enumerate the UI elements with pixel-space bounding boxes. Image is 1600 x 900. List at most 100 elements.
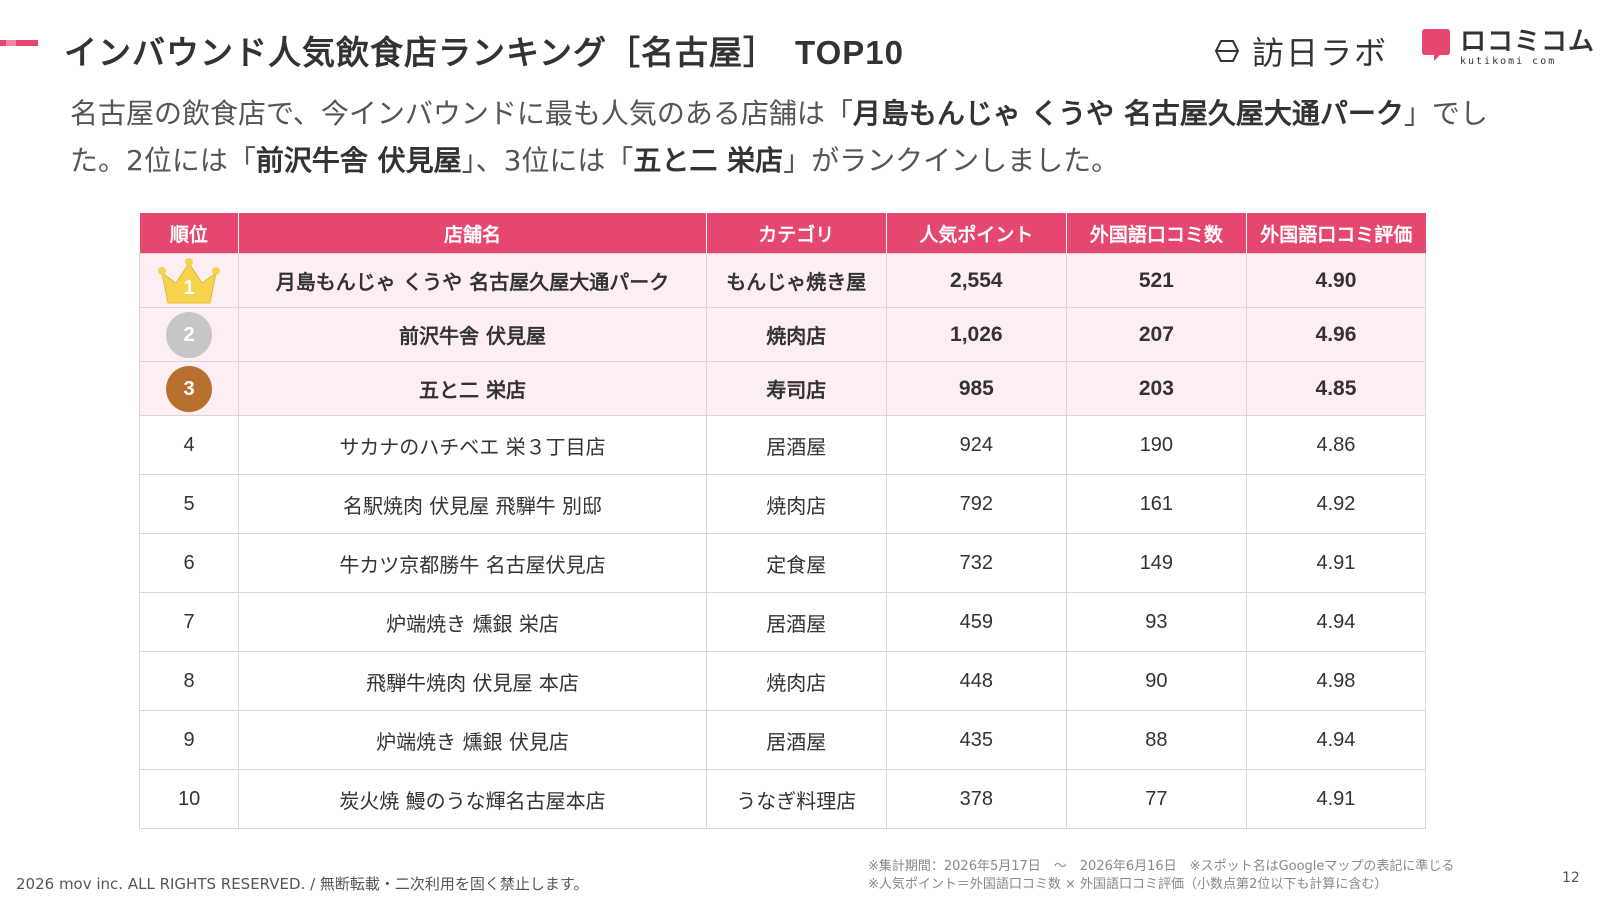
rank-cell: 6 bbox=[138, 533, 240, 593]
rank-cell: 3 bbox=[138, 361, 240, 416]
header-points: 人気ポイント bbox=[886, 213, 1067, 254]
review-rating-cell: 4.96 bbox=[1245, 307, 1427, 362]
points-cell: 924 bbox=[885, 415, 1067, 475]
accent-bar bbox=[0, 40, 38, 46]
summary-highlight: 五と二 栄店 bbox=[633, 144, 784, 177]
points-cell: 378 bbox=[885, 769, 1067, 829]
table-row: 4 サカナのハチベエ 栄３丁目店 居酒屋 924 190 4.86 bbox=[138, 415, 1427, 475]
review-count-cell: 149 bbox=[1065, 533, 1247, 593]
table-row: 3 五と二 栄店 寿司店 985 203 4.85 bbox=[138, 361, 1427, 416]
summary-highlight: 月島もんじゃ くうや 名古屋久屋大通パーク bbox=[852, 97, 1404, 130]
houjin-lab-logo: 訪日ラボ bbox=[1212, 28, 1388, 74]
store-name-cell: 五と二 栄店 bbox=[238, 361, 707, 416]
copyright-text: 2026 mov inc. ALL RIGHTS RESERVED. / 無断転… bbox=[16, 875, 589, 893]
store-name-cell: 名駅焼肉 伏見屋 飛騨牛 別邸 bbox=[238, 474, 707, 534]
silver-medal-icon: 2 bbox=[166, 311, 213, 358]
store-name-cell: 月島もんじゃ くうや 名古屋久屋大通パーク bbox=[238, 253, 707, 308]
summary-part: 名古屋の飲食店で、今インバウンドに最も人気のある店舗は「 bbox=[70, 97, 853, 130]
points-cell: 1,026 bbox=[885, 307, 1067, 362]
category-cell: うなぎ料理店 bbox=[705, 769, 887, 829]
kutikomi-logo-icon bbox=[1422, 29, 1450, 61]
kutikomi-logo: ロコミコム kutikomi com bbox=[1420, 28, 1595, 67]
review-count-cell: 88 bbox=[1065, 710, 1247, 770]
table-row: 7 炉端焼き 燻銀 栄店 居酒屋 459 93 4.94 bbox=[138, 592, 1427, 652]
review-count-cell: 90 bbox=[1065, 651, 1247, 711]
kutikomi-logo-text: ロコミコム bbox=[1460, 27, 1596, 57]
footnotes: ※集計期間：2026年5月17日 ～ 2026年6月16日 ※スポット名はGoo… bbox=[868, 858, 1454, 894]
title-suffix: TOP10 bbox=[795, 34, 904, 71]
review-rating-cell: 4.94 bbox=[1245, 710, 1427, 770]
category-cell: 居酒屋 bbox=[705, 592, 887, 652]
header-store-name: 店舗名 bbox=[238, 213, 707, 254]
store-name-cell: 炭火焼 鰻のうな輝名古屋本店 bbox=[238, 769, 707, 829]
summary-part: 」がランクインしました。 bbox=[783, 144, 1120, 177]
review-rating-cell: 4.90 bbox=[1245, 253, 1427, 308]
points-cell: 459 bbox=[885, 592, 1067, 652]
rank-cell: 2 bbox=[138, 307, 240, 362]
review-count-cell: 190 bbox=[1065, 415, 1247, 475]
rank-cell: 5 bbox=[138, 474, 240, 534]
review-count-cell: 521 bbox=[1065, 253, 1247, 308]
review-count-cell: 161 bbox=[1065, 474, 1247, 534]
category-cell: もんじゃ焼き屋 bbox=[705, 253, 887, 308]
rank-cell: 1 bbox=[138, 253, 240, 308]
table-row: 8 飛騨牛焼肉 伏見屋 本店 焼肉店 448 90 4.98 bbox=[138, 651, 1427, 711]
summary-part: 」でした。2位には「 bbox=[70, 97, 1488, 177]
rank-cell: 9 bbox=[138, 710, 240, 770]
rank-cell: 8 bbox=[138, 651, 240, 711]
rank-cell: 4 bbox=[138, 415, 240, 475]
bronze-medal-icon: 3 bbox=[166, 365, 213, 412]
points-cell: 985 bbox=[885, 361, 1067, 416]
review-rating-cell: 4.92 bbox=[1245, 474, 1427, 534]
table-row: 10 炭火焼 鰻のうな輝名古屋本店 うなぎ料理店 378 77 4.91 bbox=[138, 769, 1427, 829]
review-rating-cell: 4.98 bbox=[1245, 651, 1427, 711]
review-count-cell: 77 bbox=[1065, 769, 1247, 829]
header-review-count: 外国語口コミ数 bbox=[1066, 213, 1247, 254]
review-rating-cell: 4.91 bbox=[1245, 533, 1427, 593]
points-cell: 435 bbox=[885, 710, 1067, 770]
store-name-cell: 飛騨牛焼肉 伏見屋 本店 bbox=[238, 651, 707, 711]
title-text: インバウンド人気飲食店ランキング［名古屋］ bbox=[64, 33, 778, 72]
store-name-cell: 前沢牛舎 伏見屋 bbox=[238, 307, 707, 362]
header-rank: 順位 bbox=[139, 213, 240, 254]
table-header-row: 順位 店舗名 カテゴリ 人気ポイント 外国語口コミ数 外国語口コミ評価 bbox=[139, 213, 1426, 254]
review-rating-cell: 4.85 bbox=[1245, 361, 1427, 416]
summary-text: 名古屋の飲食店で、今インバウンドに最も人気のある店舗は「月島もんじゃ くうや 名… bbox=[70, 90, 1530, 184]
store-name-cell: 炉端焼き 燻銀 伏見店 bbox=[238, 710, 707, 770]
category-cell: 定食屋 bbox=[705, 533, 887, 593]
category-cell: 居酒屋 bbox=[705, 415, 887, 475]
points-cell: 448 bbox=[885, 651, 1067, 711]
review-rating-cell: 4.91 bbox=[1245, 769, 1427, 829]
houjin-lab-logo-icon bbox=[1214, 40, 1240, 62]
table-row: 2 前沢牛舎 伏見屋 焼肉店 1,026 207 4.96 bbox=[138, 307, 1427, 362]
summary-part: 」、3位には「 bbox=[461, 144, 634, 177]
review-count-cell: 203 bbox=[1065, 361, 1247, 416]
header-review-rating: 外国語口コミ評価 bbox=[1246, 213, 1426, 254]
ranking-table: 順位 店舗名 カテゴリ 人気ポイント 外国語口コミ数 外国語口コミ評価 1 bbox=[138, 213, 1427, 829]
store-name-cell: 炉端焼き 燻銀 栄店 bbox=[238, 592, 707, 652]
points-cell: 2,554 bbox=[885, 253, 1067, 308]
points-cell: 792 bbox=[885, 474, 1067, 534]
table-row: 1 月島もんじゃ くうや 名古屋久屋大通パーク もんじゃ焼き屋 2,554 52… bbox=[138, 253, 1427, 308]
review-count-cell: 207 bbox=[1065, 307, 1247, 362]
review-count-cell: 93 bbox=[1065, 592, 1247, 652]
footnote-formula: ※人気ポイント＝外国語口コミ数 × 外国語口コミ評価（小数点第2位以下も計算に含… bbox=[868, 877, 1388, 892]
footnote-period: ※集計期間：2026年5月17日 ～ 2026年6月16日 ※スポット名はGoo… bbox=[868, 859, 1455, 874]
summary-highlight: 前沢牛舎 伏見屋 bbox=[255, 144, 462, 177]
store-name-cell: 牛カツ京都勝牛 名古屋伏見店 bbox=[238, 533, 707, 593]
kutikomi-logo-subtext: kutikomi com bbox=[1460, 56, 1557, 67]
review-rating-cell: 4.94 bbox=[1245, 592, 1427, 652]
category-cell: 寿司店 bbox=[705, 361, 887, 416]
houjin-lab-logo-text: 訪日ラボ bbox=[1252, 34, 1389, 72]
page-title: インバウンド人気飲食店ランキング［名古屋］ TOP10 bbox=[64, 26, 904, 74]
rank-number: 1 bbox=[183, 276, 195, 299]
category-cell: 居酒屋 bbox=[705, 710, 887, 770]
gold-crown-icon: 1 bbox=[156, 257, 222, 305]
review-rating-cell: 4.86 bbox=[1245, 415, 1427, 475]
table-row: 5 名駅焼肉 伏見屋 飛騨牛 別邸 焼肉店 792 161 4.92 bbox=[138, 474, 1427, 534]
header-category: カテゴリ bbox=[706, 213, 887, 254]
rank-cell: 10 bbox=[138, 769, 240, 829]
rank-cell: 7 bbox=[138, 592, 240, 652]
table-row: 9 炉端焼き 燻銀 伏見店 居酒屋 435 88 4.94 bbox=[138, 710, 1427, 770]
table-row: 6 牛カツ京都勝牛 名古屋伏見店 定食屋 732 149 4.91 bbox=[138, 533, 1427, 593]
